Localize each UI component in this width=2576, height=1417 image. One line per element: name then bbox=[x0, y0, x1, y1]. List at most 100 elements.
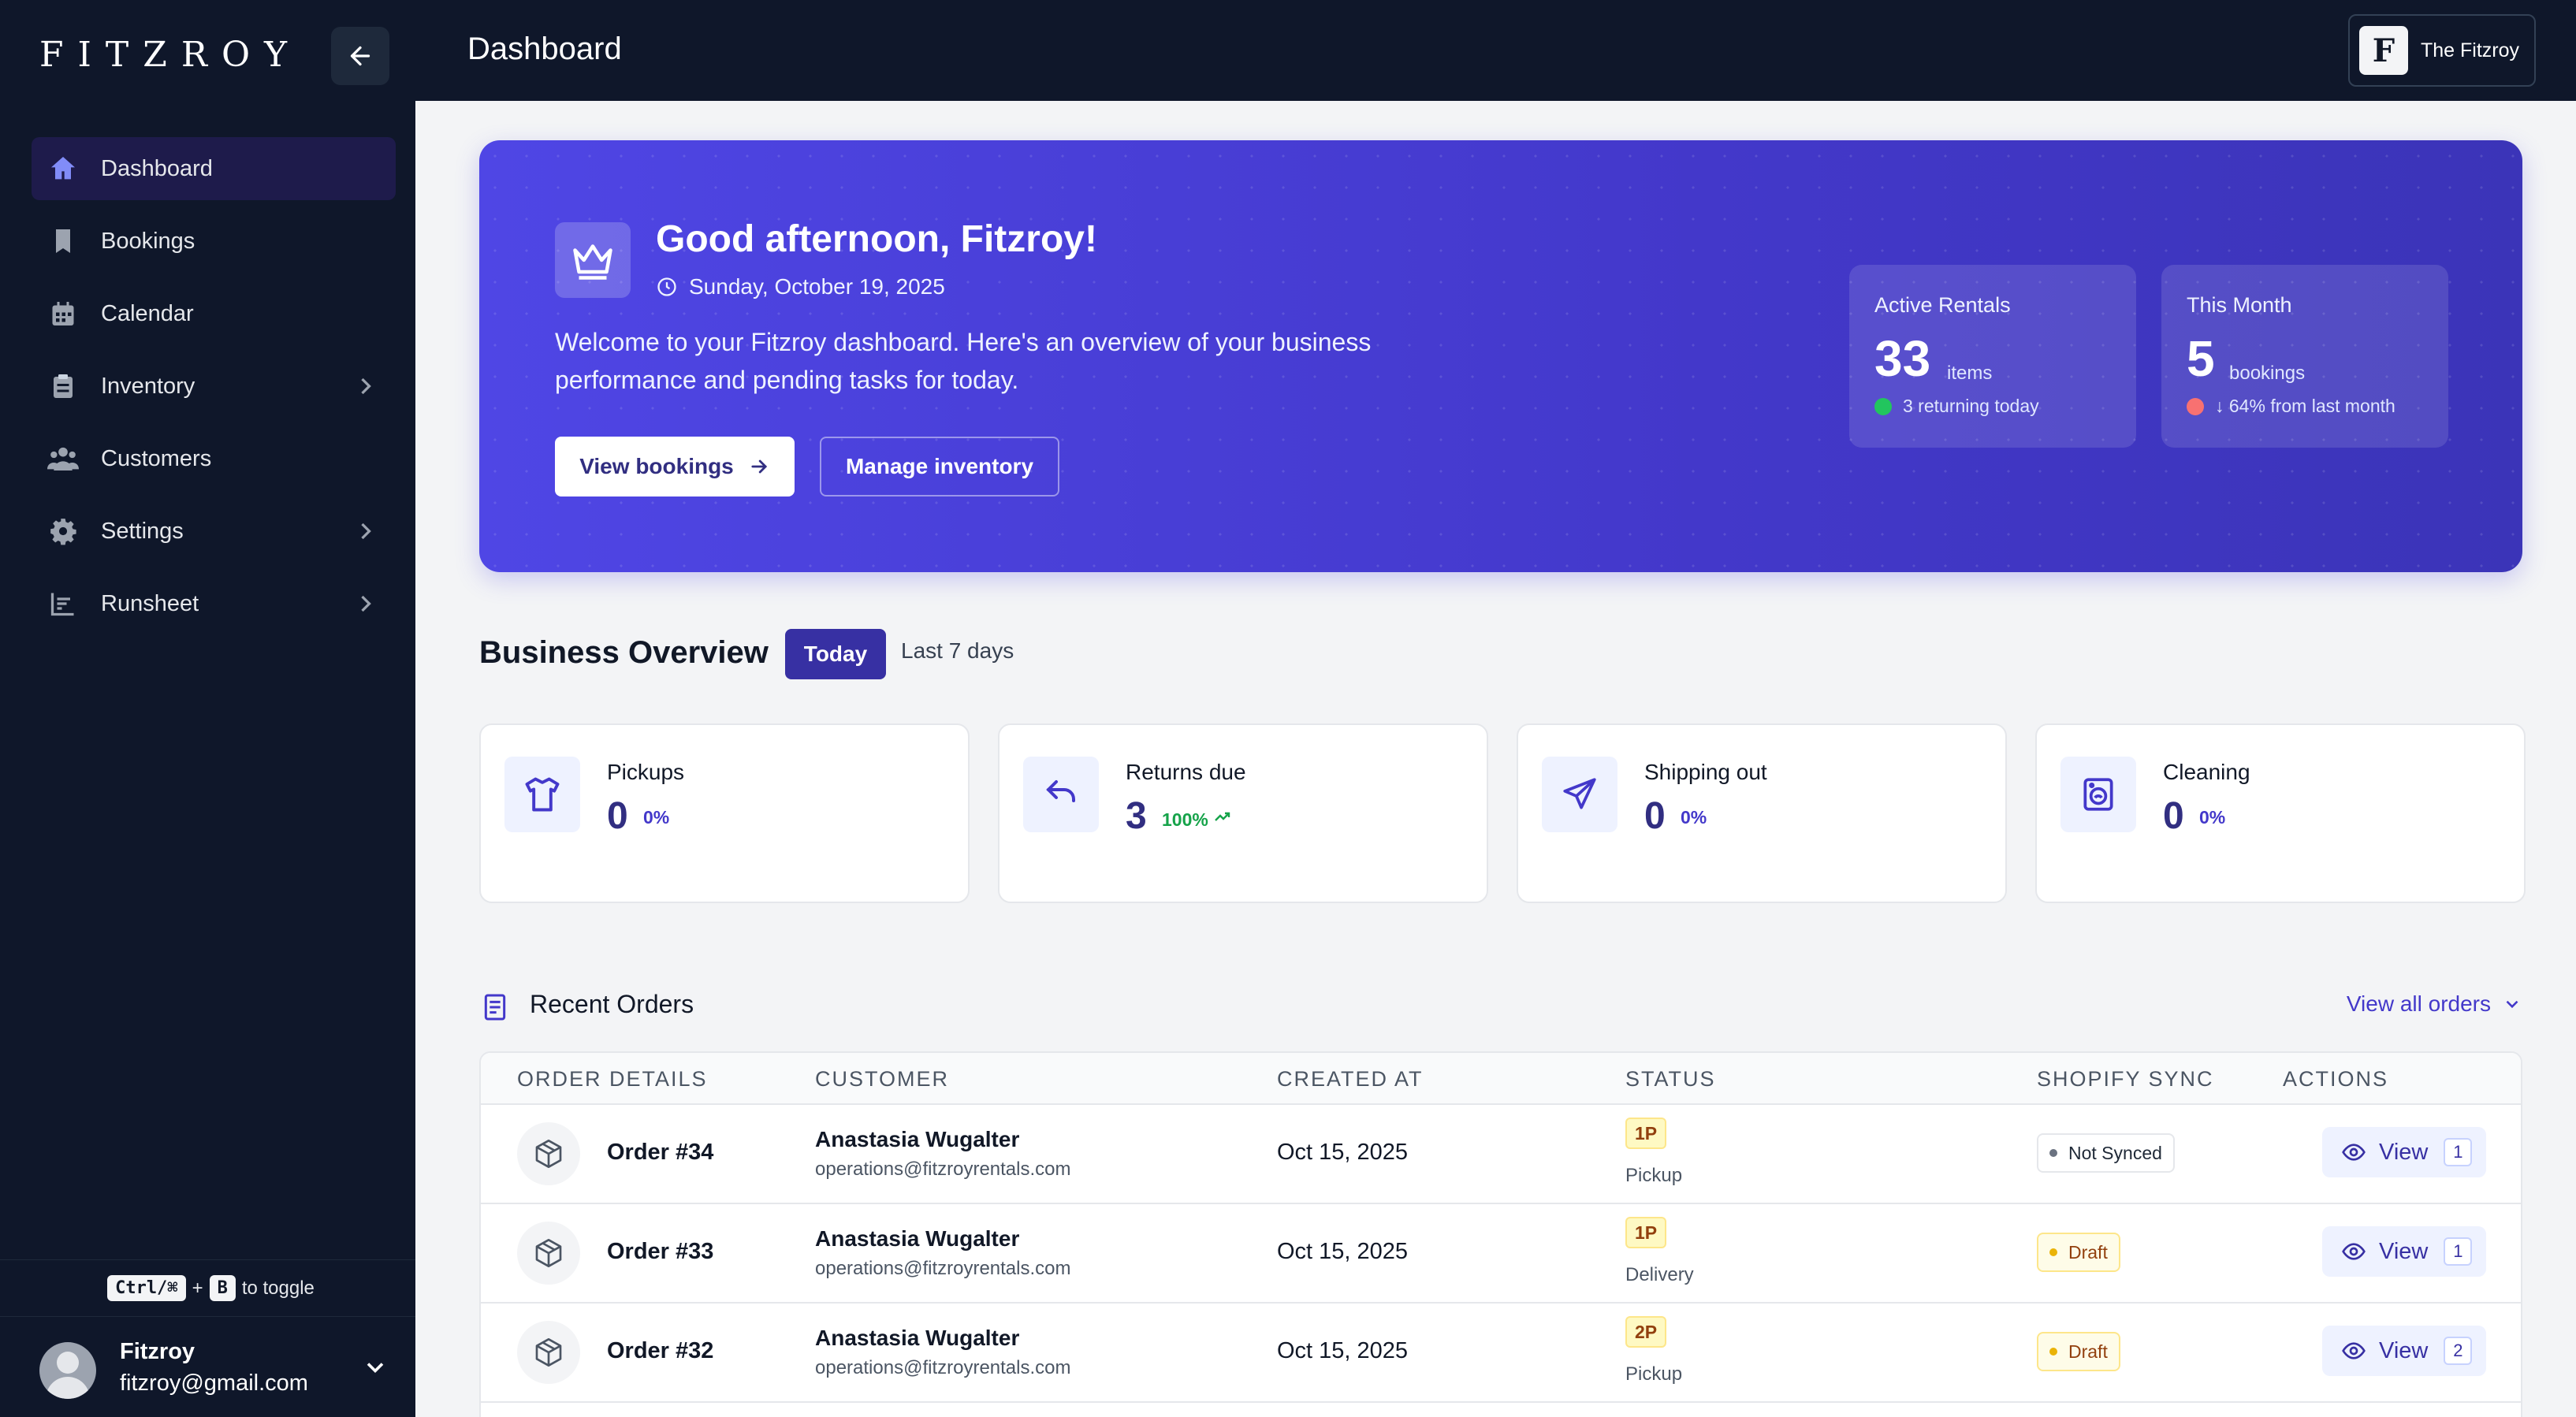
metric-percent: 100% bbox=[1162, 807, 1232, 831]
chevron-down-icon[interactable] bbox=[361, 1353, 389, 1382]
user-name: Fitzroy bbox=[120, 1339, 195, 1364]
returns-due-card[interactable]: Returns due 3 100% bbox=[998, 723, 1488, 903]
users-icon bbox=[46, 441, 80, 476]
metric-label: Shipping out bbox=[1644, 760, 1767, 784]
column-header: CUSTOMER bbox=[815, 1067, 950, 1091]
sidebar-item-bookings[interactable]: Bookings bbox=[32, 210, 396, 273]
sidebar-item-calendar[interactable]: Calendar bbox=[32, 282, 396, 345]
status-badge: 1P bbox=[1625, 1118, 1667, 1149]
chevron-right-icon bbox=[361, 523, 371, 540]
view-order-button[interactable]: View 1 bbox=[2322, 1226, 2486, 1277]
pickups-card[interactable]: Pickups 0 0% bbox=[479, 723, 970, 903]
metric-percent: 0% bbox=[2199, 807, 2226, 828]
view-label: View bbox=[2379, 1238, 2429, 1264]
table-row[interactable]: Order #33 Anastasia Wugalter operations@… bbox=[481, 1204, 2521, 1304]
created-at: Oct 15, 2025 bbox=[1277, 1239, 1409, 1264]
item-count: 1 bbox=[2444, 1237, 2473, 1266]
column-header: CREATED AT bbox=[1277, 1067, 1424, 1091]
sidebar-item-customers[interactable]: Customers bbox=[32, 427, 396, 490]
customer-email: operations@fitzroyrentals.com bbox=[815, 1159, 1071, 1180]
sync-label: Draft bbox=[2068, 1341, 2108, 1362]
sidebar-item-dashboard[interactable]: Dashboard bbox=[32, 137, 396, 200]
view-all-orders-link[interactable]: View all orders bbox=[2347, 991, 2522, 1017]
metric-percent-text: 100% bbox=[1162, 809, 1208, 830]
washer-icon bbox=[2060, 757, 2136, 832]
view-order-button[interactable]: View 2 bbox=[2322, 1326, 2486, 1376]
recent-orders-header: Recent Orders View all orders bbox=[479, 982, 2522, 1032]
metric-label: Cleaning bbox=[2163, 760, 2250, 784]
eye-icon bbox=[2342, 1144, 2366, 1161]
eye-icon bbox=[2342, 1342, 2366, 1359]
bookmark-icon bbox=[46, 224, 80, 258]
stat-sub: ↓ 64% from last month bbox=[2187, 396, 2395, 417]
stat-label: Active Rentals bbox=[1874, 293, 2011, 317]
view-order-button[interactable]: View 1 bbox=[2322, 1127, 2486, 1177]
sidebar-item-settings[interactable]: Settings bbox=[32, 500, 396, 563]
avatar bbox=[39, 1342, 96, 1399]
welcome-banner: Good afternoon, Fitzroy! Sunday, October… bbox=[479, 140, 2522, 572]
brand-logo[interactable]: FITZROY bbox=[39, 35, 302, 75]
metric-value: 0 bbox=[2163, 795, 2184, 837]
sidebar-item-inventory[interactable]: Inventory bbox=[32, 355, 396, 418]
account-switcher-button[interactable]: F The Fitzroy bbox=[2348, 14, 2536, 87]
sidebar: FITZROY Dashboard Bookings Calendar Inve… bbox=[0, 0, 415, 1417]
tab-last-7-days[interactable]: Last 7 days bbox=[901, 638, 1014, 663]
package-icon bbox=[517, 1122, 580, 1185]
sidebar-item-runsheet[interactable]: Runsheet bbox=[32, 572, 396, 635]
shipping-out-card[interactable]: Shipping out 0 0% bbox=[1517, 723, 2007, 903]
send-icon bbox=[1542, 757, 1617, 832]
this-month-card: This Month 5 bookings ↓ 64% from last mo… bbox=[2161, 265, 2448, 448]
sidebar-item-label: Runsheet bbox=[101, 590, 199, 616]
user-menu[interactable]: Fitzroy fitzroy@gmail.com bbox=[0, 1316, 415, 1417]
status-dot bbox=[2187, 397, 2204, 415]
status-badge: 2P bbox=[1625, 1316, 1667, 1348]
chevron-right-icon bbox=[361, 595, 371, 612]
collapse-sidebar-button[interactable] bbox=[331, 27, 389, 85]
sidebar-item-label: Inventory bbox=[101, 373, 195, 399]
column-header: ACTIONS bbox=[2283, 1067, 2389, 1091]
item-count: 2 bbox=[2444, 1337, 2473, 1365]
customer-email: operations@fitzroyrentals.com bbox=[815, 1357, 1071, 1378]
view-label: View bbox=[2379, 1139, 2429, 1165]
column-header: STATUS bbox=[1625, 1067, 1716, 1091]
metric-label: Pickups bbox=[607, 760, 685, 784]
view-bookings-button[interactable]: View bookings bbox=[555, 437, 795, 497]
status-label: Delivery bbox=[1625, 1264, 1694, 1285]
sync-badge: Draft bbox=[2037, 1233, 2120, 1272]
stat-sub: 3 returning today bbox=[1874, 396, 2039, 417]
order-id: Order #33 bbox=[607, 1239, 714, 1264]
current-date-text: Sunday, October 19, 2025 bbox=[689, 274, 945, 299]
stat-unit: items bbox=[1947, 363, 1993, 384]
customer-name: Anastasia Wugalter bbox=[815, 1226, 1020, 1251]
page-title: Dashboard bbox=[467, 32, 622, 66]
calendar-icon bbox=[46, 296, 80, 331]
eye-icon bbox=[2342, 1243, 2366, 1260]
kbd-ctrl: Ctrl/⌘ bbox=[107, 1275, 186, 1301]
column-header: ORDER DETAILS bbox=[517, 1067, 708, 1091]
sync-label: Not Synced bbox=[2068, 1142, 2162, 1163]
undo-icon bbox=[1023, 757, 1099, 832]
clipboard-icon bbox=[46, 369, 80, 404]
kbd-b: B bbox=[209, 1275, 236, 1301]
trend-up-icon bbox=[1215, 812, 1230, 821]
sync-badge: Not Synced bbox=[2037, 1133, 2175, 1173]
customer-name: Anastasia Wugalter bbox=[815, 1326, 1020, 1350]
current-date: Sunday, October 19, 2025 bbox=[656, 274, 945, 299]
arrow-left-icon bbox=[350, 46, 370, 66]
home-icon bbox=[46, 151, 80, 186]
clock-icon bbox=[657, 277, 676, 296]
tab-today[interactable]: Today bbox=[785, 629, 886, 679]
table-row[interactable]: Order #34 Anastasia Wugalter operations@… bbox=[481, 1105, 2521, 1204]
sidebar-item-label: Bookings bbox=[101, 228, 195, 254]
stat-value: 5 bbox=[2187, 330, 2215, 387]
view-label: View bbox=[2379, 1337, 2429, 1363]
table-row[interactable]: Order #32 Anastasia Wugalter operations@… bbox=[481, 1304, 2521, 1403]
gear-icon bbox=[46, 514, 80, 549]
manage-inventory-button[interactable]: Manage inventory bbox=[820, 437, 1059, 497]
shirt-icon bbox=[504, 757, 580, 832]
status-label: Pickup bbox=[1625, 1165, 1683, 1186]
cleaning-card[interactable]: Cleaning 0 0% bbox=[2035, 723, 2526, 903]
receipt-icon bbox=[484, 994, 506, 1021]
stat-value: 33 bbox=[1874, 330, 1931, 387]
sidebar-item-label: Dashboard bbox=[101, 155, 213, 181]
